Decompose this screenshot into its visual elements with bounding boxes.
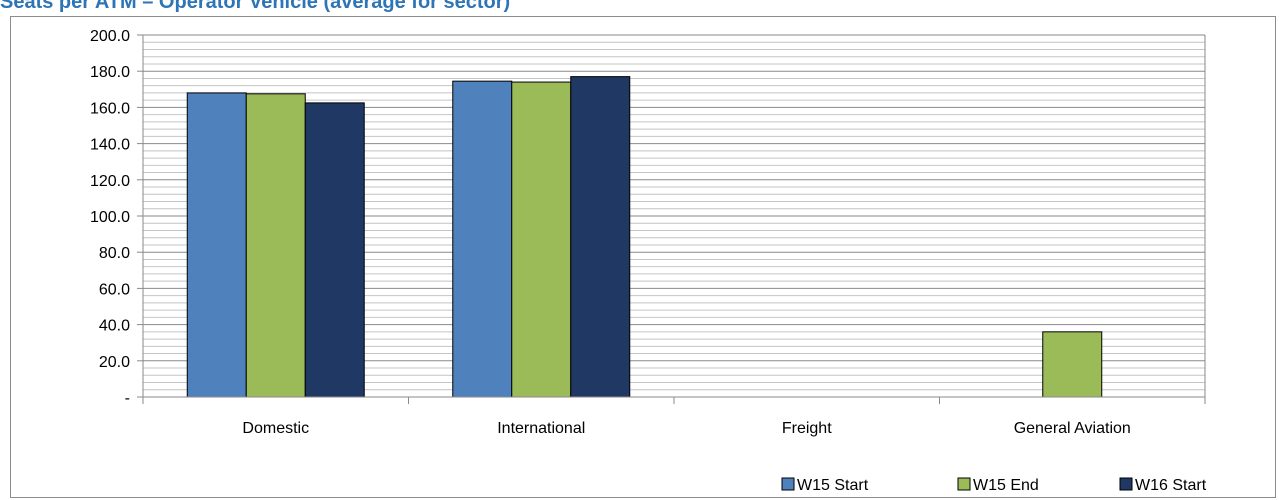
y-tick-label: 40.0	[99, 318, 130, 335]
x-category-label: Domestic	[242, 420, 309, 437]
y-tick-label: 20.0	[99, 354, 130, 371]
legend-label: W15 Start	[797, 477, 869, 494]
x-category-label: Freight	[782, 420, 832, 437]
x-category-label: General Aviation	[1014, 420, 1131, 437]
legend-label: W16 Start	[1135, 477, 1207, 494]
chart-title: Seats per ATM – Operator Vehicle (averag…	[0, 0, 511, 13]
bar-w15-end-domestic	[245, 93, 306, 398]
category-labels: Domestic International Freight General Avia…	[242, 420, 1130, 437]
legend-swatch	[1119, 477, 1133, 491]
bar-w15-start-domestic	[186, 92, 247, 398]
legend: W15 Start W15 End W16 Start	[781, 477, 1207, 494]
x-category-label: International	[497, 420, 585, 437]
bar-w15-start-international	[452, 80, 513, 398]
y-tick-label: 200.0	[90, 28, 130, 45]
bar-w16-start-domestic	[304, 102, 365, 398]
legend-label: W15 End	[973, 477, 1039, 494]
y-tick-label: 180.0	[90, 64, 130, 81]
y-tick-label: 80.0	[99, 245, 130, 262]
bar-w16-start-international	[570, 76, 631, 398]
y-tick-label: 100.0	[90, 209, 130, 226]
y-tick-label: 140.0	[90, 137, 130, 154]
bar-w15-end-general-aviation	[1042, 331, 1103, 398]
y-tick-label: 160.0	[90, 100, 130, 117]
axes	[137, 34, 1206, 404]
y-tick-label: 120.0	[90, 173, 130, 190]
legend-swatch	[957, 477, 971, 491]
y-tick-labels: - 20.0 40.0 60.0 80.0 100.0 120.0 140.0 160.0 180…	[90, 28, 130, 407]
bars	[186, 76, 1103, 398]
y-tick-label: 60.0	[99, 281, 130, 298]
bar-w15-end-international	[511, 81, 572, 398]
legend-swatch	[781, 477, 795, 491]
y-tick-label: -	[125, 390, 130, 407]
